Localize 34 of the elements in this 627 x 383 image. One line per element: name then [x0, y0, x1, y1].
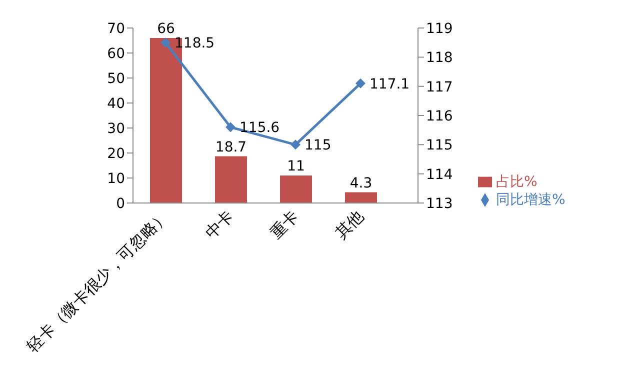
y-tick-label: 40	[107, 96, 125, 112]
data-label: 115	[304, 138, 332, 154]
y-tick-label: 60	[107, 46, 125, 62]
x-tick-label: 重卡	[266, 206, 302, 242]
point	[356, 78, 366, 88]
legend-label: 占比%	[496, 174, 538, 190]
y-tick-label: 10	[107, 170, 125, 187]
data-label: 11	[287, 158, 305, 174]
y2-tick-label: 116	[426, 108, 453, 124]
x-tick-label: 中卡	[201, 206, 238, 242]
data-label: 66	[157, 21, 175, 37]
point	[290, 140, 300, 150]
y-tick-label: 70	[107, 20, 125, 37]
y2-tick-label: 113	[426, 196, 453, 212]
y2-tick-label: 115	[426, 138, 453, 154]
y-tick-label: 0	[116, 196, 125, 212]
y2-tick-label: 119	[426, 20, 453, 37]
point	[160, 38, 170, 48]
y-tick-label: 50	[107, 70, 125, 87]
bar	[280, 176, 312, 203]
y-tick-label: 20	[107, 146, 125, 162]
point	[226, 122, 236, 132]
data-label: 115.6	[240, 120, 280, 136]
y2-tick-label: 118	[426, 50, 453, 66]
y2-tick-label: 117	[426, 79, 453, 96]
bar	[345, 192, 377, 203]
x-tick-label: 其他	[331, 206, 368, 242]
y-tick-label: 30	[107, 120, 125, 137]
legend-label: 同比增速%	[496, 192, 566, 208]
data-label: 4.3	[350, 175, 372, 192]
y2-tick-label: 114	[426, 166, 453, 183]
data-label: 18.7	[215, 139, 247, 156]
data-label: 117.1	[370, 76, 410, 92]
bar	[215, 156, 247, 203]
